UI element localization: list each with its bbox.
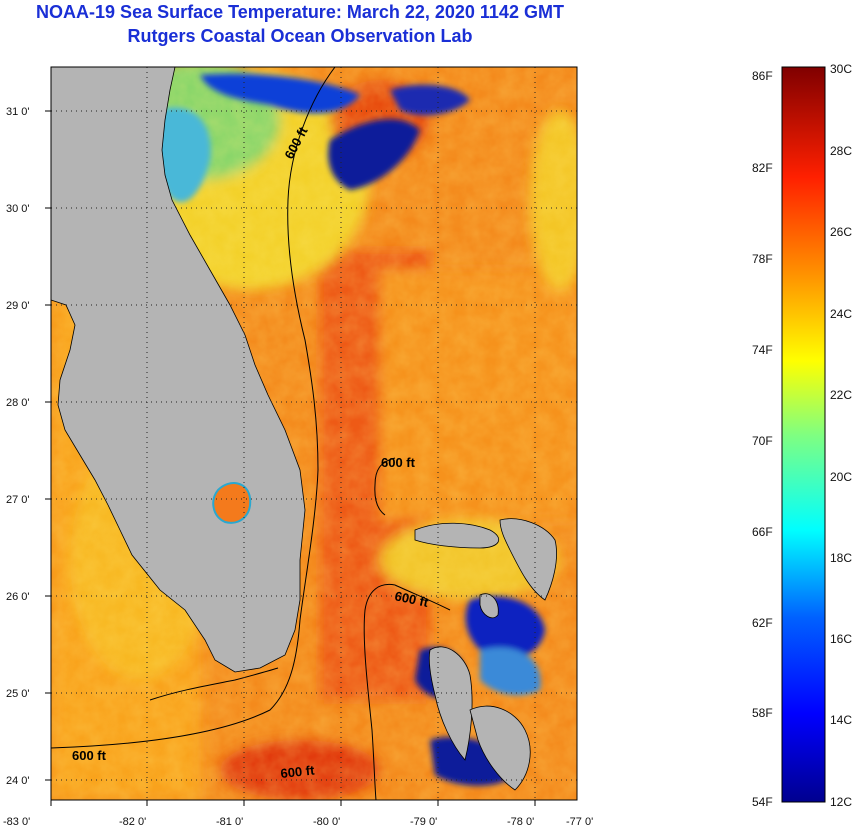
colorbar-f-label: 74F <box>752 343 773 357</box>
colorbar-c-label: 12C <box>830 795 852 809</box>
colorbar-f-label: 54F <box>752 795 773 809</box>
contour-600ft <box>51 67 451 800</box>
map-subtitle: Rutgers Coastal Ocean Observation Lab <box>127 26 473 46</box>
lat-tick-label: 29 0' <box>6 300 30 312</box>
map-title: NOAA-19 Sea Surface Temperature: March 2… <box>36 2 564 22</box>
lon-tick-label: -78 0' <box>507 816 534 828</box>
graticule <box>51 67 577 800</box>
colorbar-c-label: 30C <box>830 62 852 76</box>
florida-keys <box>149 667 279 701</box>
lat-tick-label: 27 0' <box>6 494 30 506</box>
colorbar-f-label: 62F <box>752 616 773 630</box>
colorbar-f-label: 70F <box>752 434 773 448</box>
lat-tick-label: 30 0' <box>6 203 30 215</box>
colorbar <box>781 66 826 803</box>
colorbar-f-label: 82F <box>752 161 773 175</box>
colorbar-c-label: 16C <box>830 632 852 646</box>
lon-tick-label: -83 0' <box>3 816 30 828</box>
colorbar-f-label: 78F <box>752 252 773 266</box>
contour-label: 600 ft <box>280 762 316 781</box>
colorbar-c-label: 26C <box>830 225 852 239</box>
colorbar-f-label: 86F <box>752 69 773 83</box>
lon-tick-label: -77 0' <box>566 816 593 828</box>
colorbar-f-label: 58F <box>752 706 773 720</box>
contour-label: 600 ft <box>381 455 416 470</box>
tick-marks <box>45 110 536 806</box>
lon-tick-label: -81 0' <box>216 816 243 828</box>
lon-tick-label: -79 0' <box>410 816 437 828</box>
colorbar-c-label: 28C <box>830 144 852 158</box>
lat-tick-label: 28 0' <box>6 397 30 409</box>
plot-frame <box>50 66 578 801</box>
lat-tick-label: 24 0' <box>6 775 30 787</box>
lon-tick-label: -82 0' <box>119 816 146 828</box>
sst-field <box>51 67 577 800</box>
colorbar-c-label: 20C <box>830 470 852 484</box>
lon-tick-label: -80 0' <box>313 816 340 828</box>
colorbar-c-label: 18C <box>830 551 852 565</box>
lat-tick-label: 26 0' <box>6 591 30 603</box>
colorbar-c-label: 14C <box>830 713 852 727</box>
contour-label: 600 ft <box>72 748 107 763</box>
colorbar-c-label: 24C <box>830 307 852 321</box>
contour-label: 600 ft <box>393 588 430 610</box>
lat-tick-label: 25 0' <box>6 688 30 700</box>
lake-okeechobee <box>212 482 252 524</box>
lat-tick-label: 31 0' <box>6 106 30 118</box>
colorbar-c-label: 22C <box>830 388 852 402</box>
colorbar-f-label: 66F <box>752 525 773 539</box>
colorbar-c-labels: 30C 28C 26C 24C 22C 20C 18C 16C 14C 12C <box>830 62 852 809</box>
colorbar-f-labels: 86F 82F 78F 74F 70F 66F 62F 58F 54F <box>752 69 773 809</box>
bahamas-islands <box>414 518 557 791</box>
